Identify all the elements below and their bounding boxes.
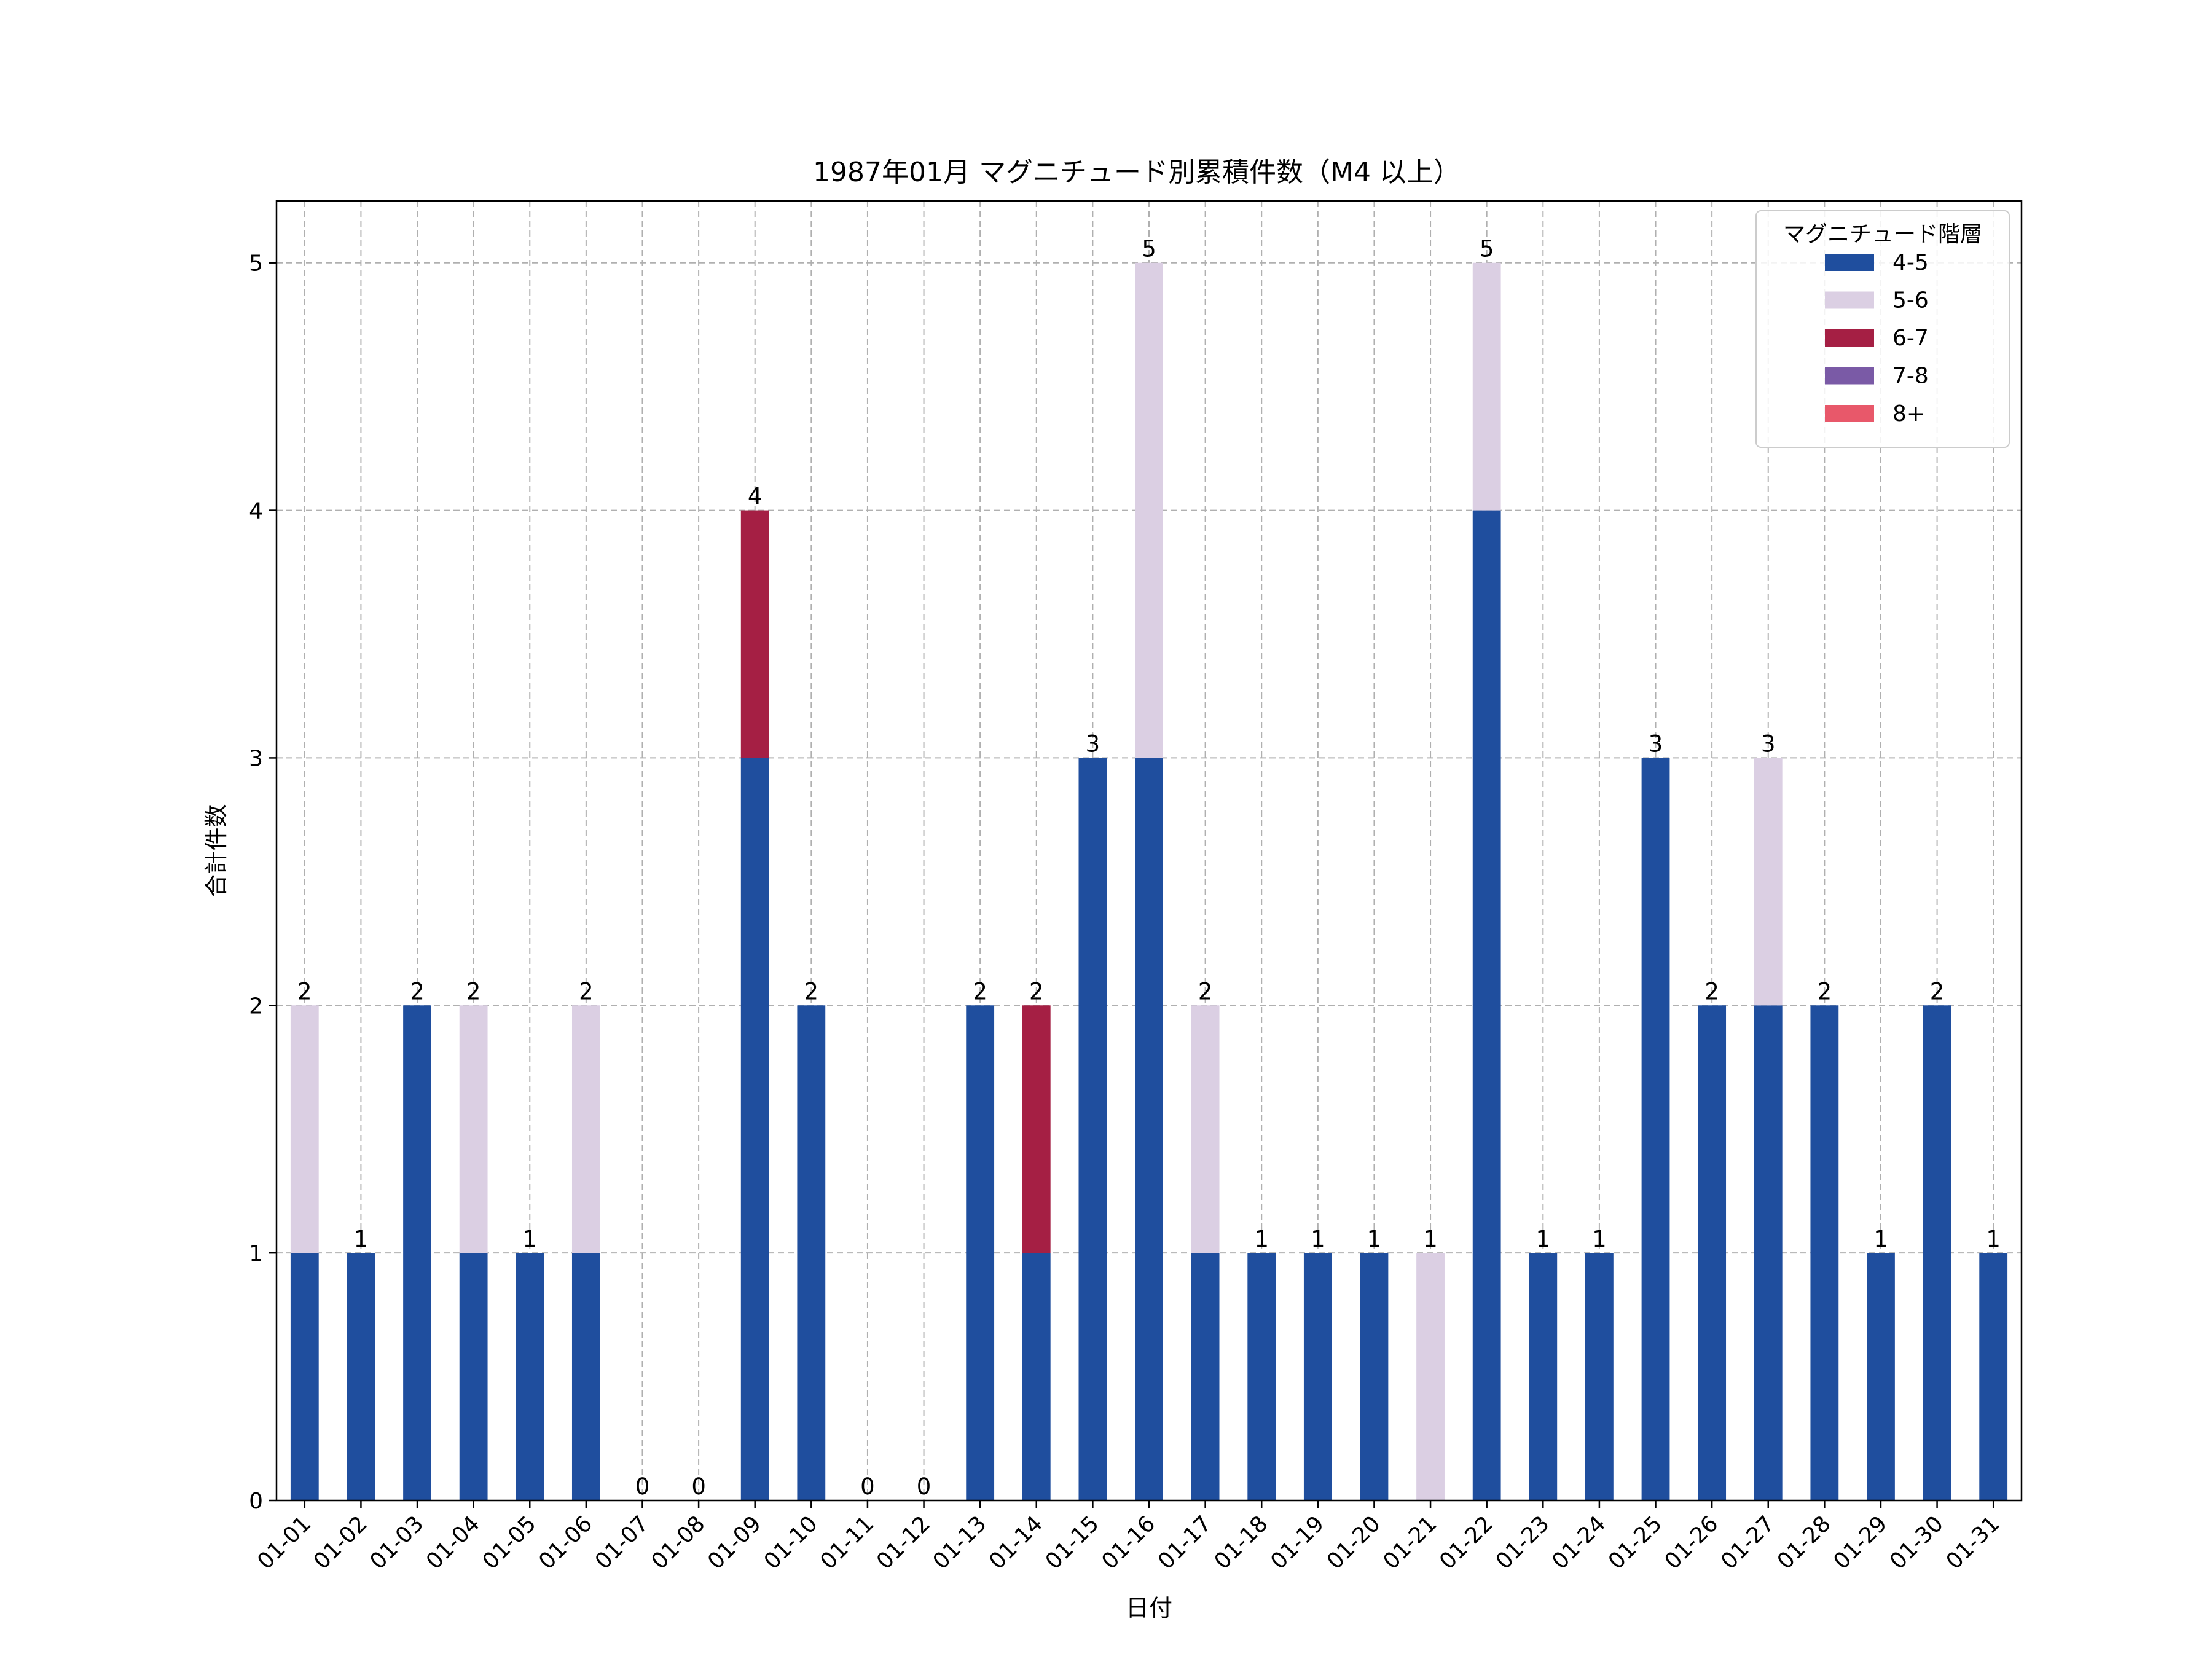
- data-label: 2: [466, 978, 481, 1005]
- bar-segment: [290, 1253, 319, 1500]
- bar-segment: [1191, 1005, 1220, 1253]
- data-label: 0: [860, 1473, 875, 1500]
- data-label: 2: [1818, 978, 1832, 1005]
- legend: マグニチュード階層 4-5 5-6 6-7 7-8 8+: [1755, 210, 2010, 448]
- data-label: 0: [691, 1473, 706, 1500]
- data-label: 3: [1086, 731, 1100, 757]
- y-tick-label: 4: [249, 499, 263, 524]
- bar-segment: [1022, 1005, 1051, 1253]
- bar-segment: [1754, 758, 1783, 1006]
- bar-segment: [1022, 1253, 1051, 1500]
- bar-segment: [1529, 1253, 1558, 1500]
- bar-segment: [1472, 262, 1501, 511]
- chart-title: 1987年01月 マグニチュード別累積件数（M4 以上）: [813, 157, 1461, 188]
- bar-segment: [571, 1005, 600, 1253]
- legend-swatch: [1825, 329, 1874, 347]
- data-label: 1: [1873, 1226, 1888, 1252]
- bar-segment: [1867, 1253, 1895, 1500]
- bar-segment: [516, 1253, 544, 1500]
- data-label: 2: [973, 978, 987, 1005]
- y-tick-label: 3: [249, 746, 263, 771]
- data-label: 2: [579, 978, 594, 1005]
- bar-segment: [1698, 1005, 1727, 1500]
- data-label: 1: [1536, 1226, 1551, 1252]
- legend-label: 4-5: [1892, 250, 1929, 275]
- bar-segment: [966, 1005, 995, 1500]
- bar-segment: [571, 1253, 600, 1500]
- x-axis-label: 日付: [1126, 1594, 1172, 1622]
- bar-segment: [290, 1005, 319, 1253]
- legend-label: 6-7: [1892, 326, 1929, 351]
- bar-segment: [1754, 1005, 1783, 1500]
- legend-box: [1755, 210, 2010, 448]
- bar-segment: [1135, 262, 1163, 758]
- bar-segment: [1247, 1253, 1276, 1500]
- data-label: 1: [1254, 1226, 1269, 1252]
- bar-segment: [347, 1253, 375, 1500]
- bar-segment: [740, 510, 769, 758]
- data-label: 1: [522, 1226, 537, 1252]
- bars: [290, 262, 2008, 1500]
- bar-segment: [1923, 1005, 1951, 1500]
- data-label: 3: [1761, 731, 1776, 757]
- bar-segment: [1303, 1253, 1332, 1500]
- bar-segment: [1135, 758, 1163, 1500]
- bar-segment: [1585, 1253, 1614, 1500]
- legend-swatch: [1825, 254, 1874, 271]
- legend-swatch: [1825, 405, 1874, 422]
- data-label: 0: [917, 1473, 931, 1500]
- data-label: 2: [1029, 978, 1044, 1005]
- legend-label: 8+: [1892, 401, 1925, 426]
- y-tick-label: 0: [249, 1489, 263, 1514]
- bar-segment: [1810, 1005, 1839, 1500]
- data-label: 2: [1198, 978, 1213, 1005]
- data-label: 0: [635, 1473, 650, 1500]
- data-label: 1: [354, 1226, 369, 1252]
- bar-segment: [740, 758, 769, 1500]
- bar-segment: [403, 1005, 431, 1500]
- bar-segment: [459, 1005, 488, 1253]
- data-label: 1: [1592, 1226, 1607, 1252]
- legend-label: 7-8: [1892, 364, 1929, 389]
- data-label: 1: [1986, 1226, 2001, 1252]
- legend-swatch: [1825, 367, 1874, 385]
- bar-segment: [1191, 1253, 1220, 1500]
- y-tick-label: 1: [249, 1241, 263, 1266]
- data-label: 2: [410, 978, 425, 1005]
- data-label: 1: [1367, 1226, 1382, 1252]
- data-label: 2: [804, 978, 819, 1005]
- data-label: 4: [748, 484, 763, 510]
- bar-segment: [1641, 758, 1670, 1500]
- bar-segment: [1979, 1253, 2008, 1500]
- y-axis: 0 1 2 3 4 5: [249, 251, 276, 1514]
- bar-segment: [1078, 758, 1107, 1500]
- data-label: 2: [1704, 978, 1719, 1005]
- legend-swatch: [1825, 291, 1874, 309]
- data-label: 5: [1142, 236, 1156, 262]
- legend-label: 5-6: [1892, 288, 1929, 313]
- data-label: 1: [1311, 1226, 1325, 1252]
- data-labels: 2 1 2 2 1 2 0 0 4 2 0 0 2 2 3 5 2 1 1 1 1 5 1 1 3 2 3 2 1 2 1: [297, 236, 2001, 1500]
- bar-segment: [459, 1253, 488, 1500]
- bar-segment: [1416, 1253, 1445, 1500]
- legend-title: マグニチュード階層: [1783, 222, 1982, 247]
- bar-segment: [1360, 1253, 1389, 1500]
- y-tick-label: 2: [249, 994, 263, 1019]
- bar-segment: [1472, 510, 1501, 1500]
- data-label: 5: [1480, 236, 1494, 262]
- data-label: 3: [1649, 731, 1663, 757]
- data-label: 2: [1930, 978, 1945, 1005]
- y-axis-label: 合計件数: [203, 804, 230, 897]
- data-label: 1: [1423, 1226, 1438, 1252]
- bar-segment: [797, 1005, 826, 1500]
- y-tick-label: 5: [249, 251, 263, 276]
- data-label: 2: [297, 978, 312, 1005]
